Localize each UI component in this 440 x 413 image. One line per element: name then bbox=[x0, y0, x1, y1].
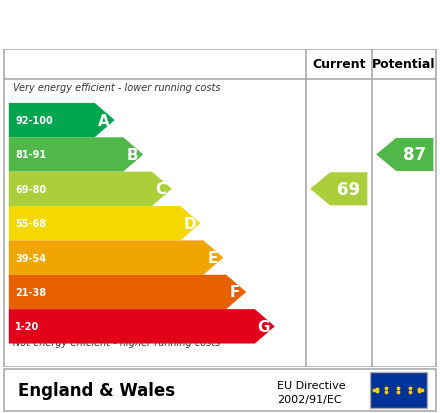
Polygon shape bbox=[9, 309, 275, 344]
Polygon shape bbox=[9, 275, 246, 309]
Text: 2002/91/EC: 2002/91/EC bbox=[277, 394, 342, 404]
Text: Potential: Potential bbox=[372, 58, 436, 71]
Polygon shape bbox=[9, 241, 223, 275]
Text: 39-54: 39-54 bbox=[15, 253, 46, 263]
Text: E: E bbox=[207, 251, 217, 266]
Text: B: B bbox=[126, 147, 138, 163]
Text: 21-38: 21-38 bbox=[15, 287, 47, 297]
Text: EU Directive: EU Directive bbox=[277, 380, 346, 390]
Text: A: A bbox=[98, 113, 110, 128]
Text: 69: 69 bbox=[337, 180, 360, 198]
Text: England & Wales: England & Wales bbox=[18, 381, 175, 399]
Text: Current: Current bbox=[312, 58, 366, 71]
Text: C: C bbox=[155, 182, 166, 197]
Polygon shape bbox=[9, 206, 201, 241]
Text: F: F bbox=[230, 285, 240, 300]
Text: 69-80: 69-80 bbox=[15, 184, 47, 195]
Polygon shape bbox=[376, 138, 433, 171]
Text: Not energy efficient - higher running costs: Not energy efficient - higher running co… bbox=[13, 337, 220, 347]
Polygon shape bbox=[310, 173, 367, 206]
Polygon shape bbox=[9, 138, 143, 172]
Text: Energy Efficiency Rating: Energy Efficiency Rating bbox=[67, 15, 373, 35]
Text: 1-20: 1-20 bbox=[15, 322, 40, 332]
Polygon shape bbox=[9, 104, 114, 138]
Text: D: D bbox=[183, 216, 196, 231]
Polygon shape bbox=[9, 172, 172, 206]
Text: Very energy efficient - lower running costs: Very energy efficient - lower running co… bbox=[13, 82, 221, 92]
Text: 81-91: 81-91 bbox=[15, 150, 47, 160]
FancyBboxPatch shape bbox=[370, 372, 427, 408]
Text: G: G bbox=[257, 319, 270, 334]
Text: 55-68: 55-68 bbox=[15, 218, 47, 229]
Text: 92-100: 92-100 bbox=[15, 116, 53, 126]
Text: 87: 87 bbox=[403, 146, 426, 164]
